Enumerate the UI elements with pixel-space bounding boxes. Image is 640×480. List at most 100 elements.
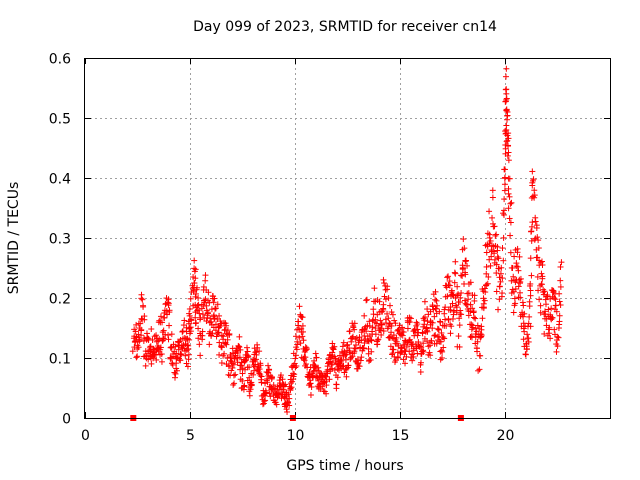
data-point [290, 370, 297, 377]
data-point [556, 312, 563, 319]
data-point [192, 314, 199, 321]
data-point [239, 377, 246, 384]
data-point [164, 299, 171, 306]
data-point [380, 301, 387, 308]
data-point [459, 264, 466, 271]
data-point [141, 316, 148, 323]
data-point [554, 343, 561, 350]
data-point [409, 351, 416, 358]
data-point [385, 295, 392, 302]
data-point [240, 386, 247, 393]
data-point [323, 373, 330, 380]
x-tick-label: 10 [287, 428, 305, 444]
data-point [414, 326, 421, 333]
data-point [221, 350, 228, 357]
data-point [517, 294, 524, 301]
data-point [389, 311, 396, 318]
data-point [513, 260, 520, 267]
data-point [520, 313, 527, 320]
data-point [499, 275, 506, 282]
data-point [147, 343, 154, 350]
data-point [456, 299, 463, 306]
data-point [533, 222, 540, 229]
data-point [391, 317, 398, 324]
data-point [503, 107, 510, 114]
data-point [223, 341, 230, 348]
data-point [543, 301, 549, 308]
data-point [294, 341, 301, 348]
data-point [501, 181, 508, 188]
data-point [195, 325, 202, 332]
data-point [476, 366, 483, 373]
data-point [495, 255, 502, 262]
data-point [225, 362, 232, 369]
data-point [269, 374, 276, 381]
data-point [507, 200, 514, 207]
data-point [145, 356, 152, 363]
data-point [203, 318, 210, 325]
data-point [171, 374, 178, 381]
data-point [473, 328, 480, 335]
data-point [404, 325, 411, 332]
plot-frame [84, 58, 611, 419]
data-point [546, 324, 553, 331]
data-point [514, 263, 521, 270]
data-point [556, 298, 563, 305]
data-point [279, 376, 286, 383]
data-point [398, 348, 405, 355]
data-point [503, 122, 510, 129]
data-point [505, 149, 512, 156]
data-point [557, 277, 564, 284]
data-point [194, 302, 201, 309]
data-point [486, 234, 493, 241]
data-point [351, 320, 358, 327]
data-point [273, 401, 280, 408]
data-point [493, 261, 500, 268]
data-point [253, 351, 260, 358]
data-point [444, 274, 451, 281]
data-point [293, 362, 300, 369]
data-point [323, 390, 330, 397]
data-point [296, 303, 303, 310]
data-point [417, 368, 424, 375]
data-point [496, 296, 503, 303]
data-point [494, 243, 501, 250]
data-point [136, 336, 143, 343]
data-point [506, 193, 513, 200]
data-point [484, 243, 491, 250]
data-point [241, 358, 248, 365]
data-point [195, 335, 202, 342]
data-point [486, 208, 493, 215]
data-point [449, 300, 456, 307]
data-point [400, 329, 407, 336]
data-point [205, 289, 212, 296]
data-point [192, 293, 199, 300]
data-point [135, 344, 142, 351]
data-point [358, 337, 365, 344]
data-point [483, 263, 490, 270]
data-point [366, 322, 373, 329]
data-point [529, 219, 536, 226]
data-point [445, 273, 452, 280]
data-point [538, 258, 545, 265]
data-point [376, 298, 383, 305]
data-point [206, 341, 213, 348]
data-point [510, 309, 517, 316]
data-point [292, 352, 299, 359]
data-point [420, 340, 427, 347]
data-point [390, 335, 397, 342]
data-point [372, 331, 379, 338]
data-point [492, 232, 499, 239]
data-point [329, 365, 336, 372]
data-point [489, 214, 496, 221]
data-point [552, 302, 559, 309]
data-point [153, 332, 160, 339]
data-point [454, 292, 461, 299]
data-point [387, 343, 394, 350]
data-point [361, 312, 368, 319]
data-point [515, 283, 522, 290]
data-point [371, 285, 378, 292]
data-point [470, 314, 477, 321]
data-point [222, 340, 229, 347]
data-point [439, 348, 446, 355]
